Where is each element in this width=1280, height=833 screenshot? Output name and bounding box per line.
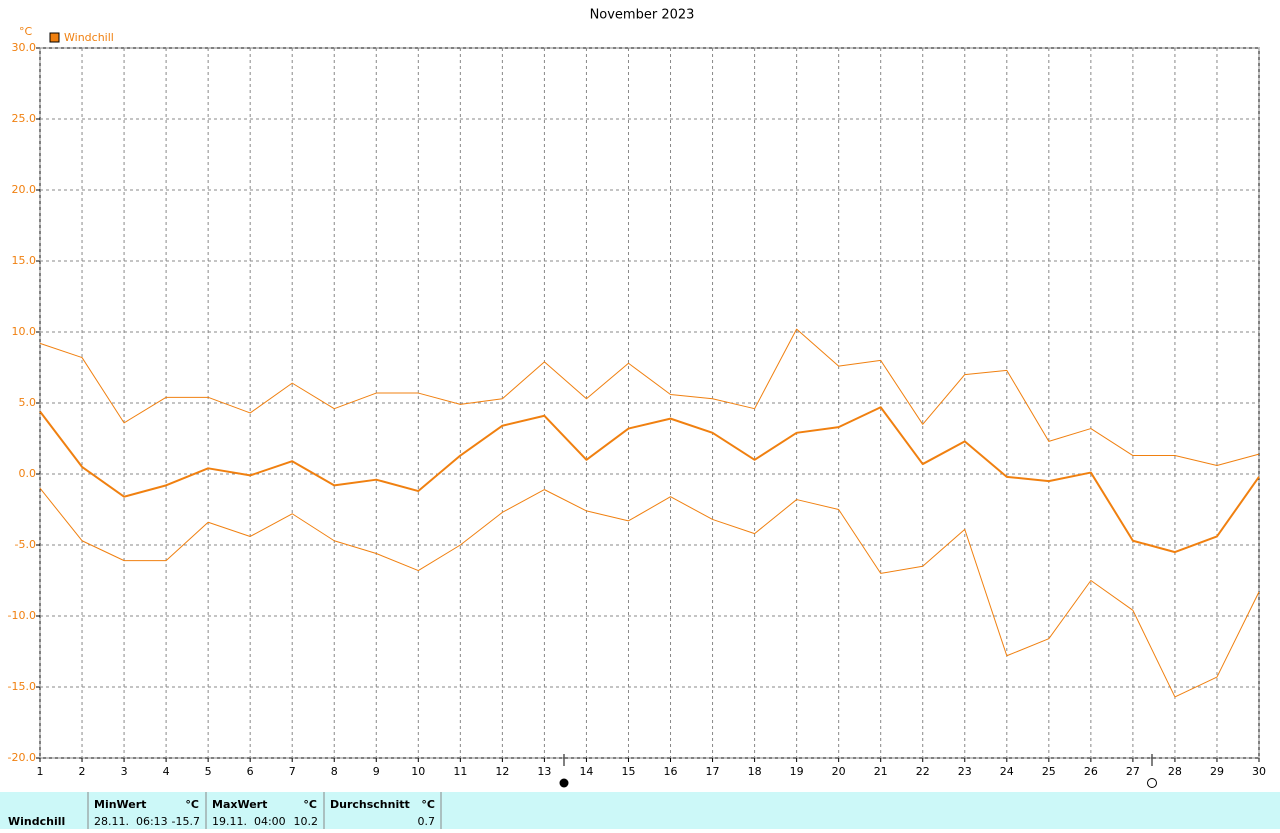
x-tick-label: 10 bbox=[411, 765, 425, 778]
series-line bbox=[39, 328, 1260, 466]
series-line bbox=[39, 487, 1260, 698]
table-time: 19.11. 04:00 bbox=[212, 815, 286, 828]
x-tick-label: 26 bbox=[1084, 765, 1098, 778]
table-header: MinWert bbox=[94, 798, 146, 811]
table-header: Durchschnitt bbox=[330, 798, 410, 811]
chart-title: November 2023 bbox=[590, 8, 695, 23]
y-unit: °C bbox=[19, 25, 33, 38]
series-line bbox=[39, 406, 1260, 554]
y-tick-label: 10.0 bbox=[12, 325, 37, 338]
legend-swatch bbox=[49, 32, 60, 43]
x-tick-label: 20 bbox=[832, 765, 846, 778]
x-tick-label: 4 bbox=[163, 765, 170, 778]
grid bbox=[36, 47, 1260, 762]
new-moon-icon bbox=[559, 778, 569, 788]
x-tick-label: 21 bbox=[874, 765, 888, 778]
x-tick-label: 22 bbox=[916, 765, 930, 778]
table-row-label: Windchill bbox=[8, 815, 65, 828]
x-tick-label: 5 bbox=[205, 765, 212, 778]
table-unit: °C bbox=[303, 798, 317, 811]
x-tick-label: 2 bbox=[79, 765, 86, 778]
table-time: 28.11. 06:13 bbox=[94, 815, 168, 828]
x-tick-label: 29 bbox=[1210, 765, 1224, 778]
table-separators bbox=[87, 792, 442, 829]
x-tick-label: 11 bbox=[453, 765, 467, 778]
table-value: -15.7 bbox=[172, 815, 200, 828]
x-tick-label: 17 bbox=[706, 765, 720, 778]
y-tick-label: 15.0 bbox=[12, 254, 37, 267]
table-header: MaxWert bbox=[212, 798, 267, 811]
x-tick-label: 28 bbox=[1168, 765, 1182, 778]
x-tick-label: 9 bbox=[373, 765, 380, 778]
y-tick-label: -5.0 bbox=[15, 538, 36, 551]
y-tick-label: -15.0 bbox=[8, 680, 36, 693]
y-tick-label: 20.0 bbox=[12, 183, 37, 196]
x-tick-label: 12 bbox=[495, 765, 509, 778]
x-tick-label: 15 bbox=[621, 765, 635, 778]
full-moon-icon bbox=[1147, 778, 1157, 788]
x-tick-label: 13 bbox=[537, 765, 551, 778]
x-tick-label: 1 bbox=[37, 765, 44, 778]
x-tick-label: 19 bbox=[790, 765, 804, 778]
y-tick-label: -20.0 bbox=[8, 751, 36, 764]
legend-label: Windchill bbox=[64, 31, 114, 44]
table-unit: °C bbox=[421, 798, 435, 811]
y-tick-label: -10.0 bbox=[8, 609, 36, 622]
x-tick-label: 16 bbox=[664, 765, 678, 778]
x-tick-label: 27 bbox=[1126, 765, 1140, 778]
table-value: 0.7 bbox=[418, 815, 436, 828]
table-unit: °C bbox=[185, 798, 199, 811]
x-tick-label: 30 bbox=[1252, 765, 1266, 778]
x-tick-label: 23 bbox=[958, 765, 972, 778]
y-tick-label: 5.0 bbox=[19, 396, 37, 409]
y-tick-label: 30.0 bbox=[12, 41, 37, 54]
x-tick-label: 6 bbox=[247, 765, 254, 778]
x-tick-label: 8 bbox=[331, 765, 338, 778]
x-tick-label: 7 bbox=[289, 765, 296, 778]
x-tick-label: 25 bbox=[1042, 765, 1056, 778]
x-tick-label: 3 bbox=[121, 765, 128, 778]
y-tick-label: 25.0 bbox=[12, 112, 37, 125]
x-tick-label: 24 bbox=[1000, 765, 1014, 778]
summary-table bbox=[0, 792, 1280, 829]
table-value: 10.2 bbox=[294, 815, 319, 828]
x-tick-label: 14 bbox=[579, 765, 593, 778]
lines bbox=[39, 328, 1260, 698]
x-tick-label: 18 bbox=[748, 765, 762, 778]
y-tick-label: 0.0 bbox=[19, 467, 37, 480]
